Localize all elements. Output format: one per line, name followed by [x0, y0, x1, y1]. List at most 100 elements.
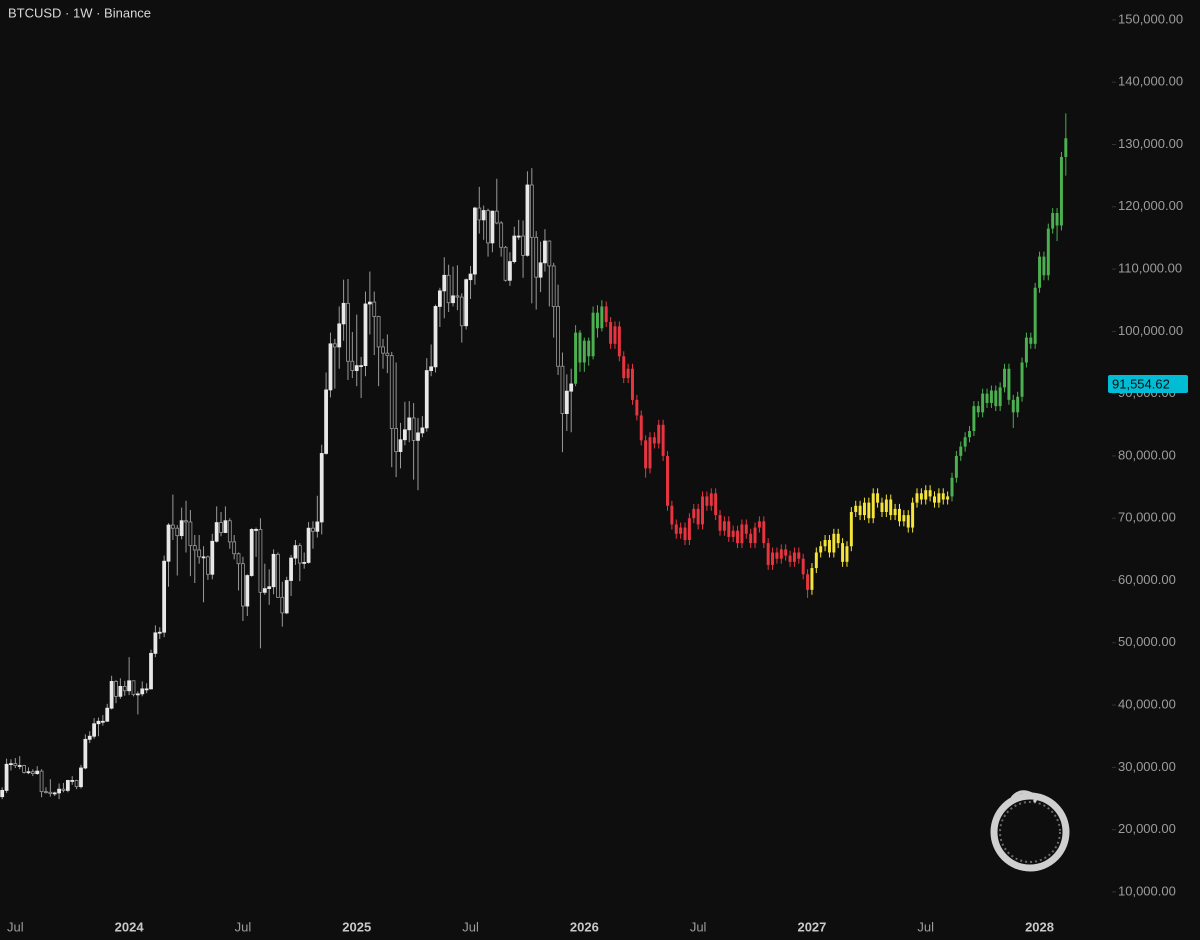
- candle-body: [976, 406, 980, 413]
- candle-body: [503, 246, 508, 281]
- candle-body: [429, 366, 434, 372]
- candle-body: [499, 222, 504, 248]
- candle-body: [617, 326, 621, 357]
- candle-body: [65, 780, 70, 791]
- candle-body: [989, 390, 993, 403]
- x-tick-label: 2028: [1025, 919, 1054, 934]
- candle-body: [105, 707, 110, 722]
- candle-body: [100, 720, 105, 723]
- x-tick-label: Jul: [690, 919, 707, 934]
- candle-body: [775, 552, 779, 559]
- candle-body: [578, 332, 582, 363]
- candle-body: [889, 499, 893, 516]
- candle-body: [954, 455, 958, 478]
- candle-body: [753, 527, 757, 544]
- candle-body: [354, 365, 359, 372]
- candle-body: [867, 502, 871, 519]
- candle-body: [915, 493, 919, 503]
- y-tick-label: 140,000.00: [1118, 74, 1183, 89]
- candle-body: [359, 365, 363, 368]
- y-tick-label: 120,000.00: [1118, 198, 1183, 213]
- candle-body: [841, 543, 845, 562]
- candle-body: [827, 540, 831, 553]
- candle-body: [1020, 362, 1024, 397]
- candle-body: [771, 552, 775, 565]
- y-tick-label: 30,000.00: [1118, 759, 1176, 774]
- candle-body: [157, 631, 162, 634]
- candle-body: [398, 439, 403, 452]
- candle-body: [293, 545, 298, 559]
- candle-body: [551, 265, 556, 307]
- candle-body: [911, 502, 915, 528]
- candle-body: [692, 508, 696, 519]
- candle-body: [701, 496, 705, 525]
- candle-body: [61, 788, 66, 791]
- candle-body: [871, 493, 875, 519]
- candle-body: [262, 588, 267, 593]
- candle-body: [411, 417, 416, 441]
- candle-body: [959, 446, 963, 456]
- candle-body: [289, 557, 293, 581]
- watermark: [990, 790, 1070, 872]
- candle-body: [271, 553, 276, 588]
- candle-body: [219, 522, 223, 533]
- candle-body: [394, 428, 399, 452]
- candle-body: [376, 316, 381, 348]
- candle-body: [324, 389, 328, 454]
- candle-body: [22, 765, 26, 773]
- candle-body: [933, 496, 936, 503]
- candle-body: [994, 390, 998, 407]
- candle-body: [153, 632, 158, 654]
- candle-body: [858, 505, 862, 516]
- candle-body: [455, 295, 460, 298]
- candle-body: [1029, 337, 1033, 344]
- candle-body: [854, 505, 858, 512]
- candle-body: [332, 343, 337, 348]
- candle-body: [459, 296, 464, 327]
- candle-body: [744, 524, 748, 534]
- candles: [0, 113, 1068, 800]
- y-tick-label: 130,000.00: [1118, 136, 1183, 151]
- chart-title: BTCUSD · 1W · Binance: [8, 5, 151, 20]
- candle-body: [595, 312, 599, 329]
- candle-body: [784, 549, 788, 556]
- candle-body: [232, 541, 237, 555]
- candle-body: [350, 360, 355, 372]
- candle-body: [39, 770, 44, 793]
- candle-body: [1007, 368, 1011, 400]
- candle-body: [302, 562, 307, 564]
- candle-body: [740, 524, 744, 544]
- y-tick-label: 50,000.00: [1118, 634, 1176, 649]
- x-tick-label: Jul: [462, 919, 479, 934]
- candle-body: [149, 652, 153, 690]
- candle-body: [13, 763, 18, 766]
- candle-body: [451, 295, 455, 304]
- candle-body: [315, 521, 320, 532]
- candle-body: [591, 312, 595, 357]
- last-price-box: [1108, 374, 1188, 393]
- candle-body: [341, 302, 346, 325]
- candle-body: [836, 533, 840, 544]
- candle-body: [494, 210, 499, 224]
- candle-body: [779, 549, 783, 559]
- candle-body: [657, 424, 661, 444]
- candle-body: [367, 301, 372, 305]
- candle-body: [1024, 337, 1028, 363]
- candle-body: [604, 306, 608, 323]
- candle-body: [766, 543, 770, 565]
- candle-body: [197, 549, 202, 558]
- candle-body: [963, 437, 967, 447]
- candle-body: [543, 240, 547, 264]
- candle-body: [267, 586, 272, 590]
- candle-body: [1003, 368, 1007, 388]
- candle-body: [284, 580, 289, 614]
- candle-body: [788, 555, 792, 562]
- candle-body: [328, 343, 333, 391]
- candle-body: [131, 680, 136, 695]
- x-tick-label: Jul: [917, 919, 934, 934]
- candle-body: [1046, 228, 1050, 276]
- candle-body: [0, 790, 5, 798]
- candle-body: [998, 387, 1002, 407]
